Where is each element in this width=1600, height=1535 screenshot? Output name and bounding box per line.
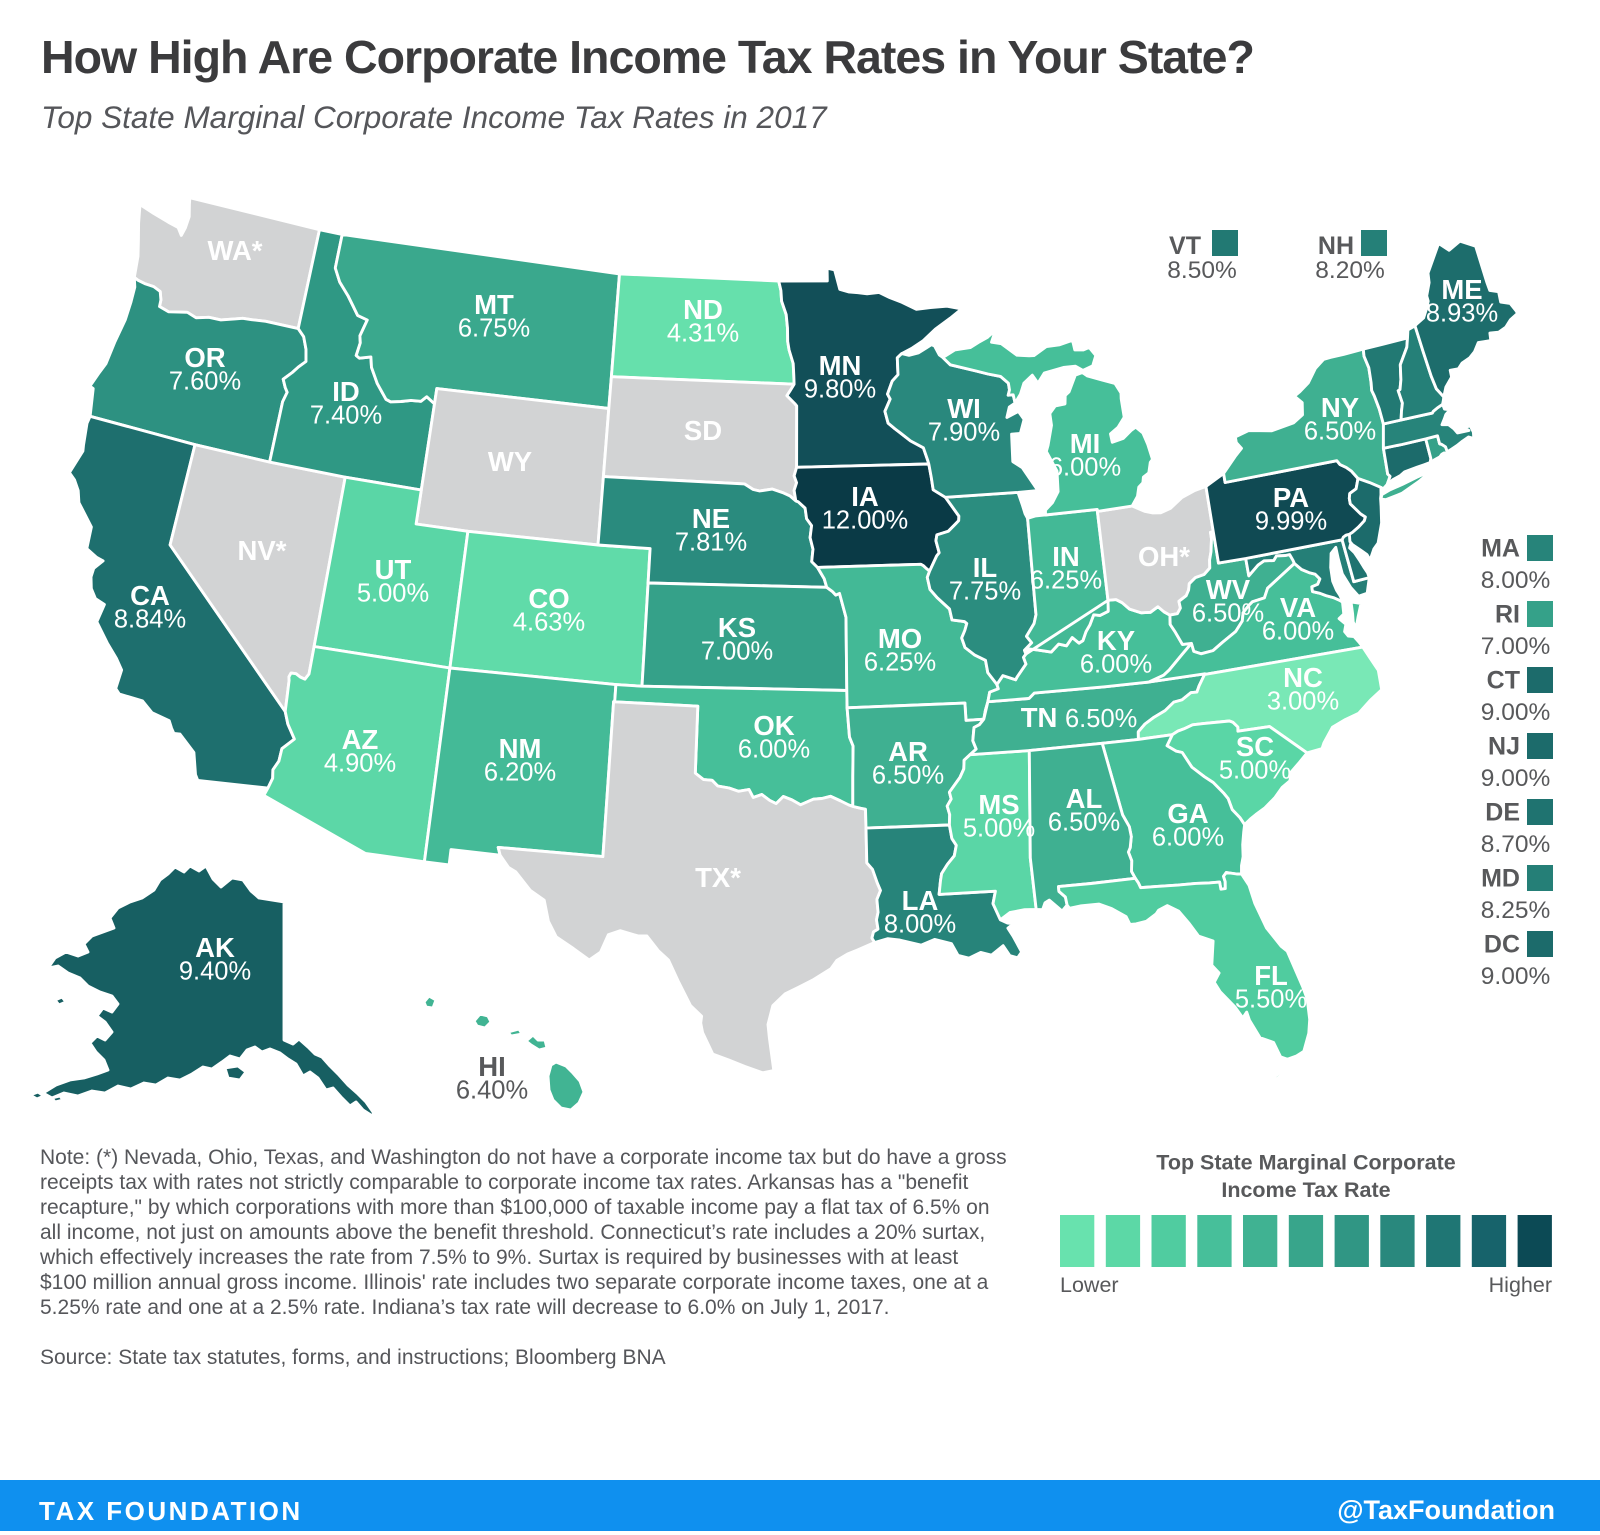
svg-text:6.00%: 6.00% [1152,824,1224,852]
svg-text:OR: OR [184,342,225,373]
svg-text:8.20%: 8.20% [1315,257,1384,284]
svg-text:9.00%: 9.00% [1481,963,1550,990]
svg-text:ND: ND [683,294,723,325]
svg-text:AR: AR [888,736,928,767]
svg-text:6.00%: 6.00% [1080,651,1152,679]
svg-text:MS: MS [978,789,1019,820]
svg-text:NV*: NV* [238,535,287,566]
svg-text:Higher: Higher [1489,1273,1552,1297]
svg-text:WY: WY [488,446,532,477]
svg-text:7.00%: 7.00% [701,638,773,666]
svg-text:3.00%: 3.00% [1267,688,1339,716]
svg-text:9.00%: 9.00% [1481,765,1550,792]
svg-text:IL: IL [973,552,997,583]
svg-text:4.63%: 4.63% [513,609,585,637]
svg-text:GA: GA [1167,798,1208,829]
svg-text:9.00%: 9.00% [1481,699,1550,726]
svg-text:Top State Marginal Corporate: Top State Marginal Corporate [1156,1151,1455,1175]
svg-text:MN: MN [819,350,862,381]
svg-text:LA: LA [902,885,939,916]
svg-text:AK: AK [195,932,235,963]
svg-text:VT: VT [1169,232,1201,260]
svg-text:6.25%: 6.25% [864,649,936,677]
svg-text:TX*: TX* [695,862,741,893]
svg-text:IA: IA [851,481,879,512]
svg-text:8.25%: 8.25% [1481,897,1550,924]
svg-text:8.00%: 8.00% [884,911,956,939]
svg-text:DC: DC [1484,931,1520,959]
svg-text:KS: KS [718,612,756,643]
svg-text:MI: MI [1070,428,1101,459]
svg-text:NC: NC [1283,662,1323,693]
svg-text:UT: UT [375,554,412,585]
svg-text:VA: VA [1280,592,1316,623]
svg-text:7.81%: 7.81% [675,529,747,557]
svg-text:8.00%: 8.00% [1481,567,1550,594]
svg-text:7.75%: 7.75% [949,578,1021,606]
svg-text:NE: NE [692,503,730,534]
svg-text:CO: CO [528,583,569,614]
svg-text:5.50%: 5.50% [1235,986,1307,1014]
svg-text:7.60%: 7.60% [169,368,241,396]
svg-text:6.20%: 6.20% [484,759,556,787]
svg-text:6.00%: 6.00% [1049,454,1121,482]
svg-text:ME: ME [1441,274,1482,305]
svg-text:RI: RI [1495,601,1520,629]
svg-text:8.50%: 8.50% [1167,257,1236,284]
svg-text:WA*: WA* [208,235,263,266]
svg-text:WI: WI [947,393,981,424]
svg-text:6.50%: 6.50% [1304,418,1376,446]
svg-text:NY: NY [1321,392,1359,423]
svg-text:ID: ID [332,376,360,407]
svg-text:6.00%: 6.00% [1262,618,1334,646]
svg-text:6.25%: 6.25% [1030,567,1102,595]
svg-text:AL: AL [1066,783,1103,814]
svg-text:SC: SC [1236,731,1274,762]
svg-text:CT: CT [1487,667,1520,695]
svg-text:7.40%: 7.40% [310,402,382,430]
svg-text:AZ: AZ [342,724,379,755]
svg-text:MA: MA [1481,535,1520,563]
svg-text:HI: HI [478,1051,506,1082]
svg-text:MD: MD [1481,865,1520,893]
svg-text:5.00%: 5.00% [963,815,1035,843]
svg-text:NM: NM [499,733,542,764]
svg-text:12.00%: 12.00% [822,507,909,535]
svg-text:6.40%: 6.40% [456,1077,528,1105]
svg-text:4.31%: 4.31% [667,320,739,348]
svg-text:6.50%: 6.50% [872,762,944,790]
svg-text:TN 6.50%: TN 6.50% [1021,702,1138,733]
svg-text:7.00%: 7.00% [1481,633,1550,660]
svg-text:OK: OK [753,710,794,741]
svg-text:5.00%: 5.00% [1219,757,1291,785]
svg-text:MO: MO [878,623,922,654]
svg-text:Lower: Lower [1060,1273,1119,1297]
svg-text:PA: PA [1273,482,1309,513]
svg-text:NJ: NJ [1488,733,1520,761]
svg-text:5.00%: 5.00% [357,580,429,608]
svg-text:9.40%: 9.40% [179,958,251,986]
svg-text:8.93%: 8.93% [1426,300,1498,328]
svg-text:FL: FL [1254,960,1288,991]
svg-text:9.80%: 9.80% [804,376,876,404]
svg-text:SD: SD [684,415,722,446]
svg-text:6.50%: 6.50% [1192,600,1264,628]
svg-text:6.75%: 6.75% [458,315,530,343]
svg-text:DE: DE [1485,799,1520,827]
svg-text:IN: IN [1052,541,1080,572]
svg-text:KY: KY [1097,625,1135,656]
svg-text:7.90%: 7.90% [928,419,1000,447]
svg-text:WV: WV [1206,574,1251,605]
svg-text:6.50%: 6.50% [1048,809,1120,837]
svg-text:Income Tax Rate: Income Tax Rate [1221,1178,1390,1202]
svg-text:CA: CA [130,580,170,611]
svg-text:MT: MT [474,289,514,320]
svg-text:NH: NH [1318,232,1354,260]
svg-text:6.00%: 6.00% [738,736,810,764]
svg-text:OH*: OH* [1138,541,1190,572]
svg-text:4.90%: 4.90% [324,750,396,778]
svg-text:8.84%: 8.84% [114,606,186,634]
svg-text:8.70%: 8.70% [1481,831,1550,858]
svg-text:9.99%: 9.99% [1255,508,1327,536]
